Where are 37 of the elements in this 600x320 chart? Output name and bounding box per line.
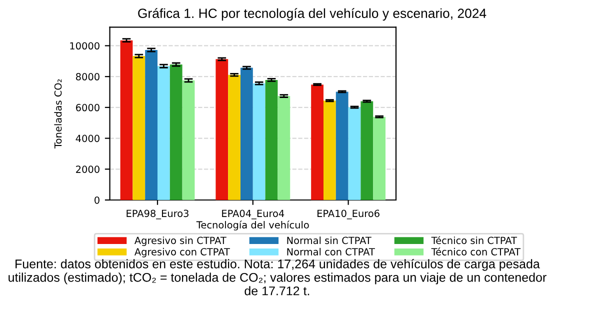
x-tick-label: EPA04_Euro4 bbox=[222, 210, 284, 220]
y-tick-label: 4000 bbox=[76, 134, 100, 142]
legend-label: Agresivo sin CTPAT bbox=[134, 236, 226, 246]
y-tick-label: 2000 bbox=[76, 166, 100, 173]
bar bbox=[252, 83, 266, 200]
bar bbox=[182, 80, 195, 200]
bar bbox=[323, 100, 336, 200]
y-axis-title: Toneladas CO₂ bbox=[54, 79, 62, 148]
chart-title: Gráfica 1. HC por tecnología del vehículo y escenario, 2024 bbox=[138, 8, 486, 21]
bar bbox=[158, 66, 170, 200]
bar bbox=[373, 116, 386, 200]
y-tick-label: 8000 bbox=[76, 73, 100, 80]
bar bbox=[265, 80, 278, 200]
bar bbox=[360, 101, 374, 200]
bar bbox=[336, 92, 348, 200]
bar bbox=[120, 40, 133, 200]
bar bbox=[216, 59, 228, 200]
bar bbox=[311, 84, 324, 200]
bar bbox=[240, 68, 253, 200]
bar bbox=[348, 107, 361, 200]
y-tick-label: 0 bbox=[94, 196, 100, 204]
bar bbox=[228, 74, 240, 200]
bar bbox=[170, 64, 182, 200]
x-tick-label: EPA98_Euro3 bbox=[126, 210, 188, 220]
legend-label: Normal con CTPAT bbox=[287, 248, 375, 256]
x-axis-title: Tecnología del vehículo bbox=[196, 220, 309, 230]
legend-label: Agresivo con CTPAT bbox=[134, 248, 230, 258]
legend-label: Técnico con CTPAT bbox=[431, 248, 521, 256]
source-note: Fuente: datos obtenidos en este estudio. Nota: 17,264 unidades de vehículos de carga pesada utilizados (estimado); tCO₂ = tonelada de CO₂; valores estimados para un viaje de un contenedor de 17.712 t. bbox=[8, 259, 546, 296]
x-tick-label: EPA10_Euro6 bbox=[318, 210, 380, 220]
legend-label: Técnico sin CTPAT bbox=[431, 236, 518, 244]
y-tick-label: 10000 bbox=[70, 42, 100, 50]
bar bbox=[145, 50, 158, 200]
legend-label: Normal sin CTPAT bbox=[287, 236, 372, 244]
y-tick-label: 6000 bbox=[76, 104, 100, 112]
bar bbox=[278, 96, 290, 200]
bar bbox=[132, 56, 146, 200]
